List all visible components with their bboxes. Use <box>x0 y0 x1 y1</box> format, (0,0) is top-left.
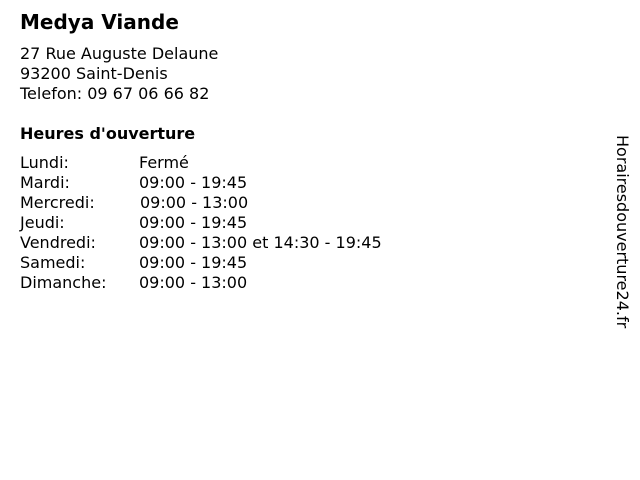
time-value: Fermé <box>139 153 189 172</box>
watermark: Horairesdouverture24.fr <box>613 135 632 329</box>
day-label: Samedi: <box>20 253 86 272</box>
address-block: 27 Rue Auguste Delaune 93200 Saint-Denis… <box>20 44 218 104</box>
time-value: 09:00 - 13:00 et 14:30 - 19:45 <box>139 233 382 252</box>
time-value: 09:00 - 13:00 <box>140 193 249 212</box>
hours-heading: Heures d'ouverture <box>20 124 196 143</box>
store-name: Medya Viande <box>20 10 179 34</box>
time-value: 09:00 - 13:00 <box>139 273 248 292</box>
time-value: 09:00 - 19:45 <box>139 253 248 272</box>
phone: Telefon: 09 67 06 66 82 <box>20 84 210 103</box>
day-label: Vendredi: <box>20 233 96 252</box>
day-label: Mercredi: <box>20 193 95 212</box>
street: 27 Rue Auguste Delaune <box>20 44 219 63</box>
day-label: Dimanche: <box>20 273 107 292</box>
day-label: Jeudi: <box>20 213 65 232</box>
time-value: 09:00 - 19:45 <box>139 173 248 192</box>
day-label: Lundi: <box>20 153 69 172</box>
time-value: 09:00 - 19:45 <box>139 213 248 232</box>
city: 93200 Saint-Denis <box>20 64 168 83</box>
day-label: Mardi: <box>20 173 70 192</box>
